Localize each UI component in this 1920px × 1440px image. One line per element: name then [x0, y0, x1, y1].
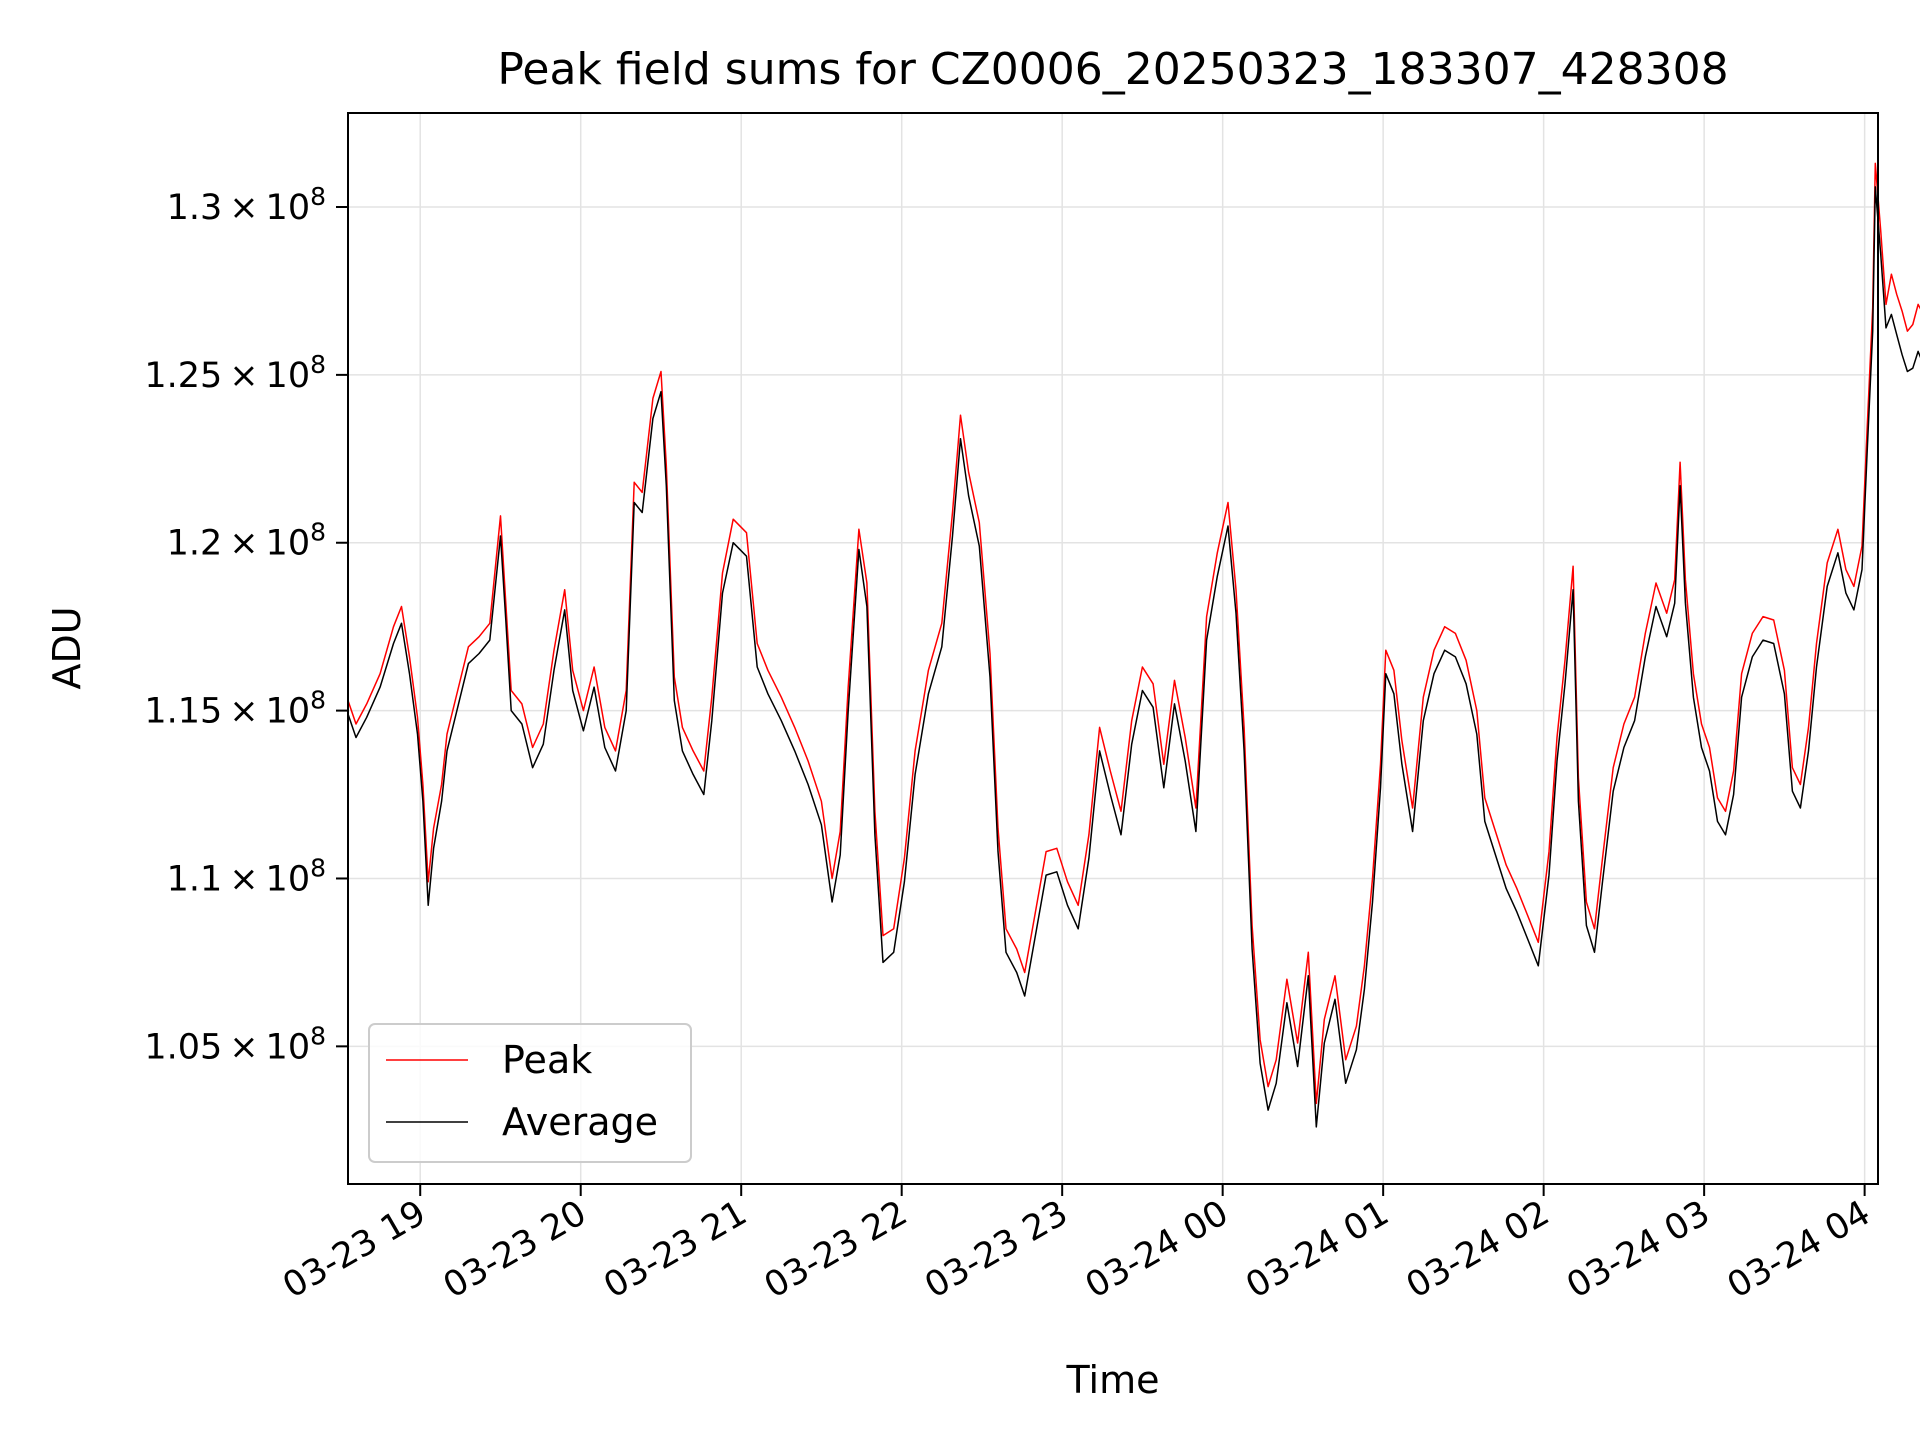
x-axis-label: Time [1066, 1358, 1160, 1402]
y-tick-exponent: 8 [310, 182, 326, 211]
y-tick-exponent: 8 [310, 686, 326, 715]
y-tick-label: 1.3 × 108 [167, 182, 326, 228]
legend-label-average: Average [502, 1100, 658, 1144]
y-tick-mantissa: 1.2 [167, 524, 223, 564]
y-tick-mantissa: 1.25 [144, 356, 222, 396]
y-tick-mantissa: 1.15 [144, 692, 222, 732]
y-tick-exponent: 8 [310, 1021, 326, 1050]
y-tick-mantissa: 1.1 [167, 859, 223, 899]
y-tick-label: 1.15 × 108 [144, 686, 326, 732]
series-line-peak [347, 162, 1920, 1105]
series-line-average [347, 186, 1920, 1128]
series-layer [347, 162, 1920, 1128]
legend: Peak Average [368, 1023, 692, 1163]
legend-label-peak: Peak [502, 1038, 592, 1082]
y-tick-label: 1.25 × 108 [144, 350, 326, 396]
y-tick-mantissa: 1.05 [144, 1027, 222, 1067]
y-tick-exponent: 8 [310, 350, 326, 379]
y-tick-label: 1.2 × 108 [167, 518, 326, 564]
y-tick-exponent: 8 [310, 853, 326, 882]
y-tick-exponent: 8 [310, 518, 326, 547]
y-tick-label: 1.1 × 108 [167, 853, 326, 899]
legend-box [368, 1023, 692, 1163]
y-axis-label: ADU [45, 606, 89, 689]
grid [348, 113, 1878, 1184]
plot-frame [347, 112, 1879, 1185]
y-tick-mantissa: 1.3 [167, 188, 223, 228]
y-tick-label: 1.05 × 108 [144, 1021, 326, 1067]
chart-title: Peak field sums for CZ0006_20250323_1833… [497, 44, 1728, 95]
